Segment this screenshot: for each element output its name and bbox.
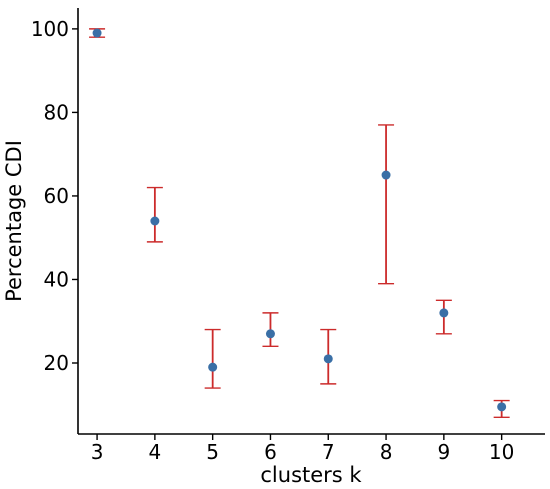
data-point: [497, 402, 507, 412]
x-tick-label: 4: [149, 440, 162, 464]
x-axis-label: clusters k: [260, 463, 362, 487]
data-point: [323, 354, 333, 364]
y-tick-label: 60: [44, 184, 69, 208]
y-tick-label: 80: [44, 100, 69, 124]
data-point: [439, 308, 449, 318]
data-point: [381, 170, 391, 180]
y-axis-label: Percentage CDI: [2, 140, 26, 302]
x-tick-label: 8: [380, 440, 393, 464]
x-ticks: 3 4 5 6 7 8 9 10: [91, 434, 514, 464]
x-tick-label: 9: [437, 440, 450, 464]
data-point: [265, 329, 275, 339]
y-tick-label: 40: [44, 267, 69, 291]
y-tick-label: 100: [31, 17, 69, 41]
x-tick-label: 10: [489, 440, 514, 464]
data-point: [150, 216, 160, 226]
x-tick-label: 3: [91, 440, 104, 464]
x-tick-label: 7: [322, 440, 335, 464]
data-point: [208, 362, 218, 372]
plot-area: [89, 28, 510, 418]
data-point: [92, 28, 102, 38]
x-tick-label: 5: [206, 440, 219, 464]
x-tick-label: 6: [264, 440, 277, 464]
y-ticks: 20 40 60 80 100: [31, 17, 78, 375]
y-tick-label: 20: [44, 351, 69, 375]
